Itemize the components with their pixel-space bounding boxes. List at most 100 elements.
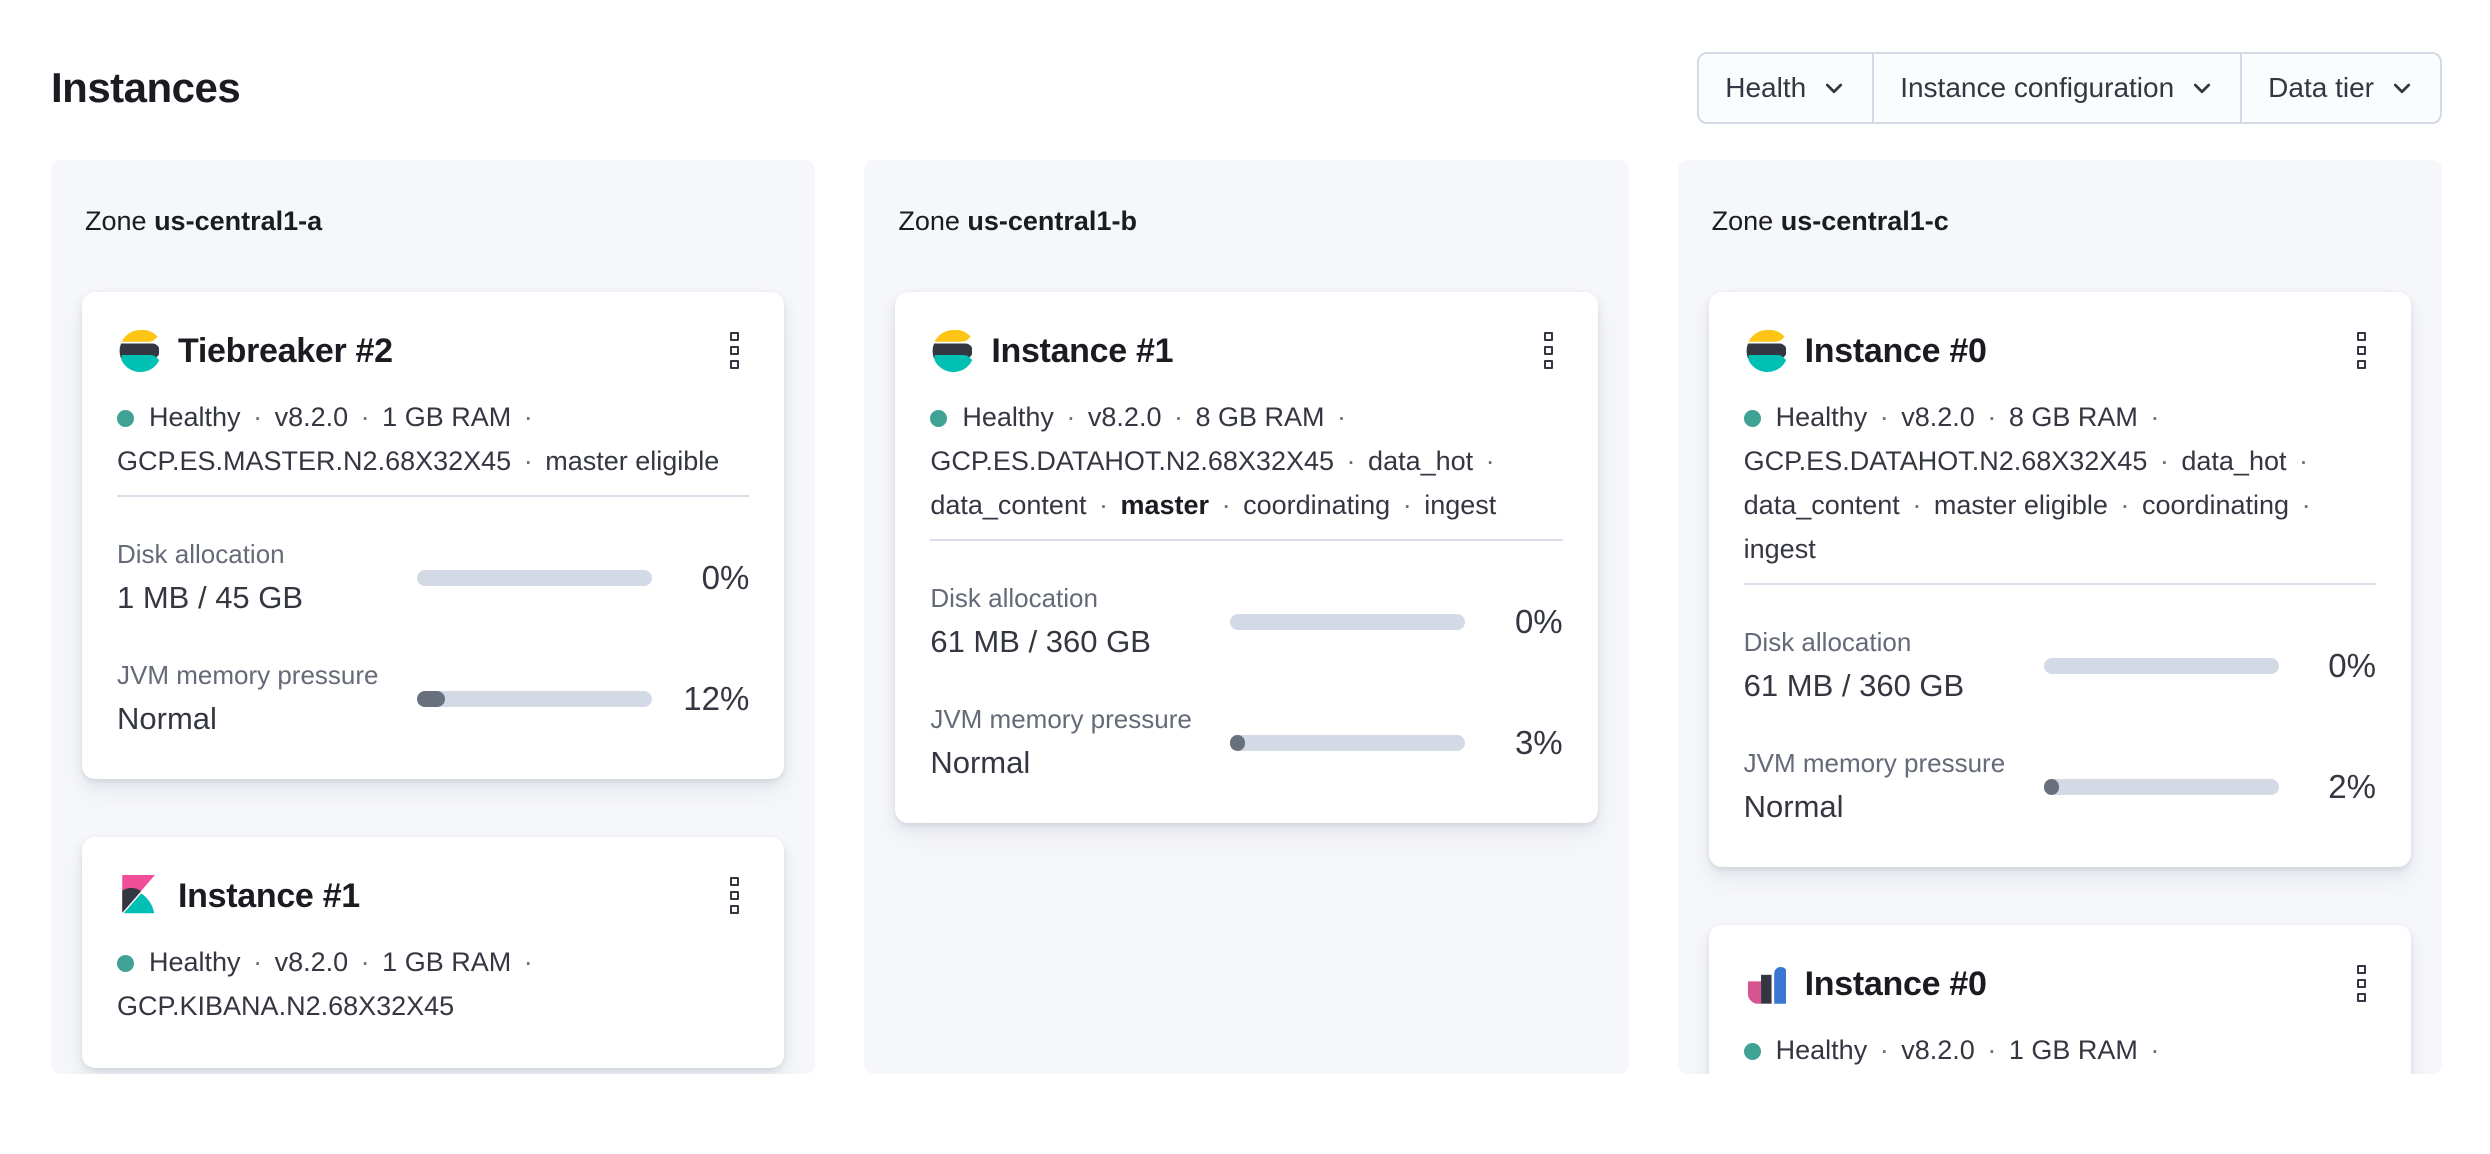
page-title: Instances bbox=[51, 64, 241, 111]
metric-row: Disk allocation 61 MB / 360 GB 0% bbox=[1744, 625, 2376, 706]
metric-row: Disk allocation 61 MB / 360 GB 0% bbox=[930, 581, 1562, 662]
dot-separator: · bbox=[2150, 402, 2160, 432]
zone-label: Zone bbox=[898, 206, 960, 236]
dot-separator: · bbox=[1879, 1035, 1889, 1065]
zone-title: Zone us-central1-c bbox=[1712, 202, 2411, 240]
progress-bar-fill bbox=[417, 690, 446, 707]
metric-row: JVM memory pressure Normal 2% bbox=[1744, 746, 2376, 827]
status-token: GCP.ES.DATAHOT.N2.68X32X45 bbox=[1743, 446, 2148, 476]
instance-menu-button[interactable] bbox=[720, 326, 749, 375]
status-token: data_hot bbox=[1368, 446, 1474, 476]
status-token: v8.2.0 bbox=[274, 947, 349, 977]
zone-name: us-central1-b bbox=[967, 206, 1137, 236]
kebab-square-icon bbox=[730, 905, 740, 914]
dot-separator: · bbox=[1066, 402, 1076, 432]
zone-cards: Instance #1 Healthy · v8.2.0 · 8 GB RAM … bbox=[895, 292, 1598, 823]
zone-cards: Tiebreaker #2 Healthy · v8.2.0 · 1 GB RA… bbox=[82, 292, 785, 1068]
instance-menu-button[interactable] bbox=[2347, 326, 2376, 375]
dot-separator: · bbox=[1912, 490, 1922, 520]
metric-label: Disk allocation bbox=[1743, 627, 1912, 657]
kebab-square-icon bbox=[1543, 346, 1553, 355]
kebab-square-icon bbox=[1543, 332, 1553, 341]
chevron-down-icon bbox=[2393, 83, 2411, 94]
filter-group: Health Instance configuration Data tier bbox=[1697, 52, 2442, 124]
dot-separator: · bbox=[253, 402, 263, 432]
kebab-square-icon bbox=[2356, 979, 2366, 988]
instance-menu-button[interactable] bbox=[720, 871, 749, 920]
status-token: master bbox=[1120, 490, 1210, 520]
zone-panel: Zone us-central1-b Instance #1 Healthy ·… bbox=[864, 160, 1629, 1074]
instance-title: Instance #1 bbox=[991, 331, 1174, 370]
metric-row: JVM memory pressure Normal 3% bbox=[930, 702, 1562, 783]
status-token: data_hot bbox=[2181, 446, 2287, 476]
kebab-square-icon bbox=[2356, 360, 2366, 369]
instance-menu-button[interactable] bbox=[1534, 326, 1563, 375]
metric-value: 61 MB / 360 GB bbox=[930, 624, 1151, 659]
status-token: Healthy bbox=[962, 402, 1054, 432]
dot-separator: · bbox=[2120, 490, 2130, 520]
health-dot-icon bbox=[1743, 410, 1761, 427]
dot-separator: · bbox=[1098, 490, 1108, 520]
kebab-square-icon bbox=[2356, 965, 2366, 974]
status-token: master eligible bbox=[1933, 490, 2108, 520]
kebab-square-icon bbox=[730, 891, 740, 900]
progress-bar bbox=[417, 690, 652, 707]
integrations-server-logo-icon bbox=[1744, 963, 1786, 1005]
status-token: GCP.ES.MASTER.N2.68X32X45 bbox=[117, 446, 512, 476]
dot-separator: · bbox=[1337, 402, 1347, 432]
progress-bar bbox=[2043, 657, 2279, 674]
kebab-square-icon bbox=[730, 346, 740, 355]
filter-label: Instance configuration bbox=[1900, 72, 2175, 103]
status-token: 1 GB RAM bbox=[2008, 1035, 2138, 1065]
kebab-square-icon bbox=[1543, 360, 1553, 369]
instance-status-line: Healthy · v8.2.0 · 1 GB RAM · GCP.KIBANA… bbox=[117, 940, 749, 1028]
dot-separator: · bbox=[253, 947, 263, 977]
zone-title: Zone us-central1-a bbox=[85, 202, 784, 240]
status-token: ingest bbox=[1424, 490, 1497, 520]
kebab-square-icon bbox=[2356, 332, 2366, 341]
dot-separator: · bbox=[1402, 490, 1412, 520]
zones-container: Zone us-central1-a Tiebreaker #2 Healthy… bbox=[51, 160, 2442, 1074]
progress-bar bbox=[2043, 778, 2279, 795]
metrics-section: Disk allocation 61 MB / 360 GB 0% JVM me… bbox=[930, 581, 1562, 783]
dot-separator: · bbox=[1879, 402, 1889, 432]
chevron-down-icon bbox=[2194, 83, 2211, 94]
filter-button[interactable]: Data tier bbox=[2240, 54, 2440, 122]
progress-bar-fill bbox=[1230, 734, 1246, 751]
instance-menu-button[interactable] bbox=[2347, 959, 2376, 1008]
kebab-square-icon bbox=[2356, 993, 2366, 1002]
status-token: data_content bbox=[930, 490, 1087, 520]
status-token: Healthy bbox=[1775, 1035, 1868, 1065]
health-dot-icon bbox=[930, 410, 948, 427]
filter-button[interactable]: Health bbox=[1699, 54, 1872, 122]
card-divider bbox=[117, 495, 750, 497]
dot-separator: · bbox=[523, 402, 533, 432]
status-token: v8.2.0 bbox=[1901, 402, 1975, 432]
progress-bar bbox=[417, 569, 652, 586]
progress-bar bbox=[1230, 613, 1466, 630]
metric-percent: 12% bbox=[683, 679, 750, 717]
metric-value: 1 MB / 45 GB bbox=[117, 580, 304, 615]
metrics-section: Disk allocation 1 MB / 45 GB 0% JVM memo… bbox=[117, 537, 749, 739]
instance-title: Instance #0 bbox=[1804, 331, 1987, 370]
status-token: Healthy bbox=[1775, 402, 1868, 432]
status-token: data_content bbox=[1743, 490, 1900, 520]
status-token: coordinating bbox=[1243, 490, 1391, 520]
metric-percent: 2% bbox=[2328, 767, 2376, 805]
elasticsearch-logo-icon bbox=[1744, 329, 1786, 372]
status-token: coordinating bbox=[2141, 490, 2290, 520]
kibana-logo-icon bbox=[117, 874, 159, 917]
instance-card: Instance #0 Healthy · v8.2.0 · 8 GB RAM … bbox=[1708, 292, 2411, 867]
instance-card: Instance #0 Healthy · v8.2.0 · 1 GB RAM … bbox=[1708, 925, 2411, 1074]
status-text: Healthy · v8.2.0 · 1 GB RAM · GCP.ES.MAS… bbox=[117, 402, 719, 476]
metric-label: JVM memory pressure bbox=[930, 704, 1192, 734]
metric-value: Normal bbox=[117, 701, 217, 736]
zone-name: us-central1-c bbox=[1780, 206, 1949, 236]
filter-button[interactable]: Instance configuration bbox=[1872, 54, 2240, 122]
metric-percent: 3% bbox=[1514, 723, 1563, 761]
status-token: GCP.KIBANA.N2.68X32X45 bbox=[117, 991, 455, 1021]
status-token: ingest bbox=[1743, 534, 1816, 564]
dot-separator: · bbox=[1346, 446, 1356, 476]
health-dot-icon bbox=[117, 410, 134, 427]
card-divider bbox=[1743, 583, 2376, 585]
